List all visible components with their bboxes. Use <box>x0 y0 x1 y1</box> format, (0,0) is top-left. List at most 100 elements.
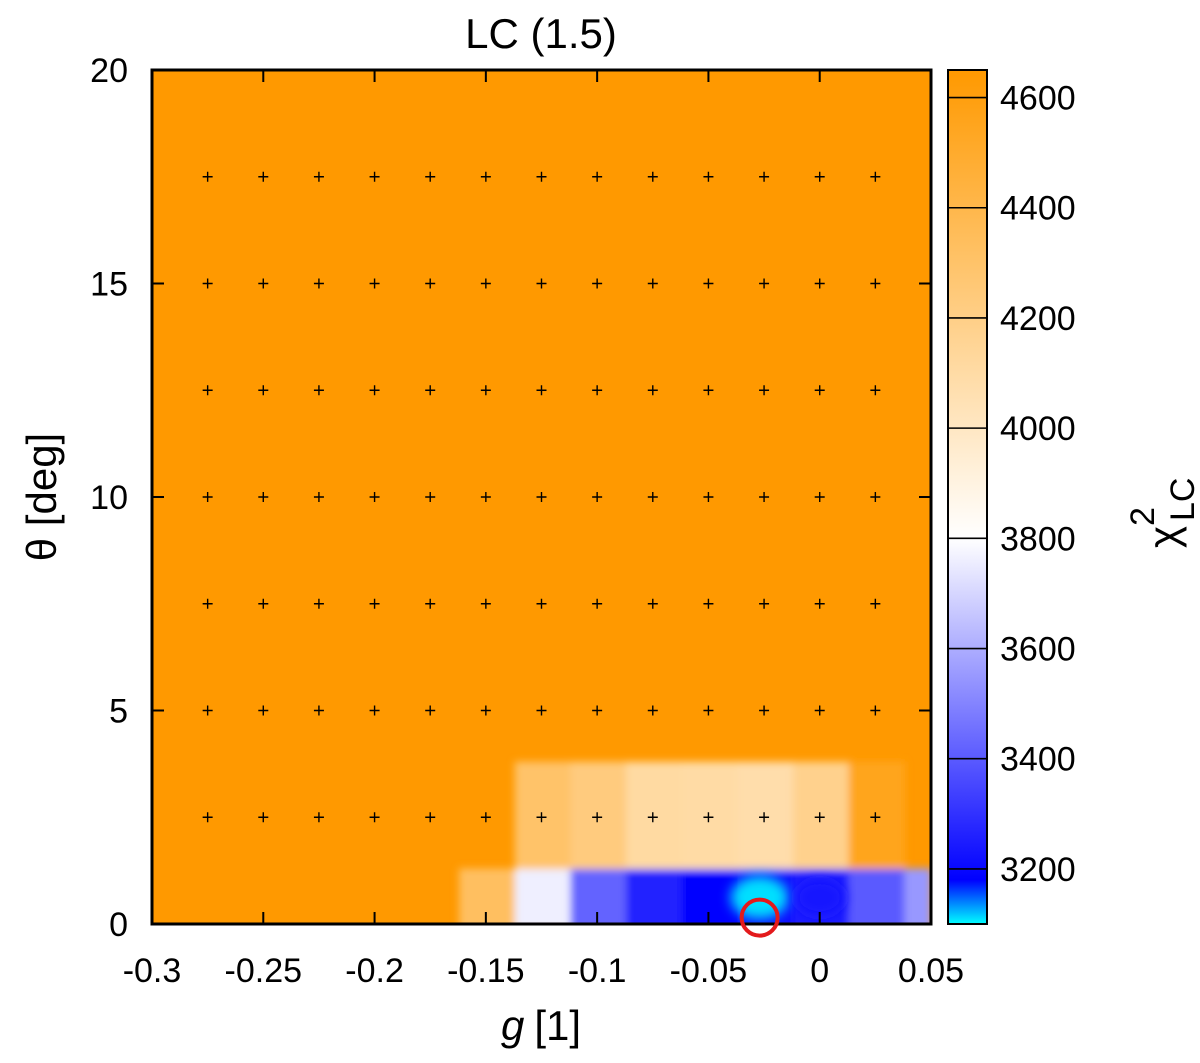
x-tick-label: 0 <box>810 952 829 990</box>
heatmap-cell <box>737 761 794 869</box>
grid-marker <box>536 812 547 823</box>
grid-marker <box>870 812 881 823</box>
colorbar-label-sub: LC <box>1164 478 1200 521</box>
grid-marker <box>258 385 269 396</box>
grid-marker <box>313 705 324 716</box>
grid-marker <box>647 492 658 502</box>
grid-marker <box>425 171 436 182</box>
grid-marker <box>202 171 213 182</box>
grid-marker <box>870 385 881 396</box>
x-tick-label: -0.3 <box>123 952 182 990</box>
grid-marker <box>814 385 825 396</box>
grid-marker <box>647 812 658 823</box>
grid-marker <box>759 705 770 716</box>
y-axis-label: θ [deg] <box>18 433 65 561</box>
y-tick-label: 20 <box>90 52 128 90</box>
grid-marker <box>814 492 825 502</box>
heatmap-minimum-blob <box>795 879 845 916</box>
heatmap-cell <box>904 868 931 924</box>
colorbar-tick-label: 4400 <box>1000 190 1076 228</box>
grid-marker <box>703 385 714 396</box>
grid-marker <box>814 171 825 182</box>
grid-marker <box>592 598 603 609</box>
grid-marker <box>814 278 825 289</box>
x-ticks: -0.3 -0.25 -0.2 -0.15 -0.1 -0.05 0 0.05 <box>123 70 964 990</box>
heatmap-cell <box>793 761 850 869</box>
heatmap-cell <box>848 868 905 924</box>
colorbar-tick-label: 3600 <box>1000 631 1076 669</box>
plot-frame <box>150 68 933 926</box>
grid-marker <box>703 171 714 182</box>
x-tick-label: -0.2 <box>345 952 404 990</box>
grid-marker <box>536 278 547 289</box>
grid-marker <box>536 705 547 716</box>
grid-marker <box>369 171 380 182</box>
grid-marker <box>759 385 770 396</box>
grid-marker <box>759 812 770 823</box>
heatmap-cell <box>459 868 516 924</box>
grid-marker <box>870 598 881 609</box>
grid-marker <box>536 492 547 502</box>
grid-marker <box>258 812 269 823</box>
grid-marker <box>647 278 658 289</box>
grid-marker <box>647 171 658 182</box>
grid-marker <box>814 705 825 716</box>
colorbar-tick-label: 3400 <box>1000 741 1076 779</box>
grid-marker <box>480 278 491 289</box>
grid-marker <box>480 385 491 396</box>
grid-marker <box>592 492 603 502</box>
heatmap-cell <box>570 868 627 924</box>
best-fit-marker <box>739 897 780 938</box>
colorbar-tick-label: 4200 <box>1000 300 1076 338</box>
grid-marker <box>369 492 380 502</box>
grid-marker <box>313 385 324 396</box>
colorbar-tick-label: 3800 <box>1000 520 1076 558</box>
grid-marker <box>258 171 269 182</box>
y-tick-label: 15 <box>90 266 128 304</box>
grid-marker <box>480 171 491 182</box>
heatmap-cell <box>514 761 571 869</box>
colorbar-tick-label: 4600 <box>1000 80 1076 118</box>
grid-marker <box>759 171 770 182</box>
colorbar-frame <box>947 69 988 925</box>
grid-marker <box>647 598 658 609</box>
heatmap-minimum-blob <box>730 876 789 919</box>
grid-marker <box>202 385 213 396</box>
x-tick-label: -0.15 <box>447 952 525 990</box>
x-axis-label-unit: [1] <box>534 1002 581 1049</box>
grid-marker <box>592 812 603 823</box>
grid-marker <box>536 598 547 609</box>
grid-marker <box>759 278 770 289</box>
grid-marker <box>425 705 436 716</box>
grid-marker <box>313 171 324 182</box>
grid-marker <box>647 385 658 396</box>
heatmap-cell-group <box>459 761 931 924</box>
grid-marker <box>480 705 491 716</box>
grid-marker <box>258 598 269 609</box>
x-tick-label: -0.1 <box>568 952 627 990</box>
grid-marker <box>536 171 547 182</box>
heatmap-cells <box>459 761 931 924</box>
grid-marker <box>425 278 436 289</box>
heatmap-cell <box>848 761 905 869</box>
x-axis-label: g [1] <box>501 1002 581 1049</box>
grid-marker <box>425 812 436 823</box>
grid-marker <box>258 705 269 716</box>
grid-marker <box>480 598 491 609</box>
grid-marker <box>480 812 491 823</box>
grid-marker <box>703 598 714 609</box>
heatmap-cell <box>570 761 627 869</box>
grid-marker <box>369 278 380 289</box>
grid-marker <box>870 171 881 182</box>
colorbar-tick-label: 4000 <box>1000 410 1076 448</box>
grid-marker <box>425 492 436 502</box>
grid-marker <box>814 812 825 823</box>
grid-marker <box>369 812 380 823</box>
heatmap-cell <box>626 868 683 924</box>
grid-marker <box>703 705 714 716</box>
heatmap-cell <box>514 868 571 924</box>
colorbar <box>948 70 987 924</box>
grid-marker <box>536 385 547 396</box>
grid-marker <box>202 492 213 502</box>
